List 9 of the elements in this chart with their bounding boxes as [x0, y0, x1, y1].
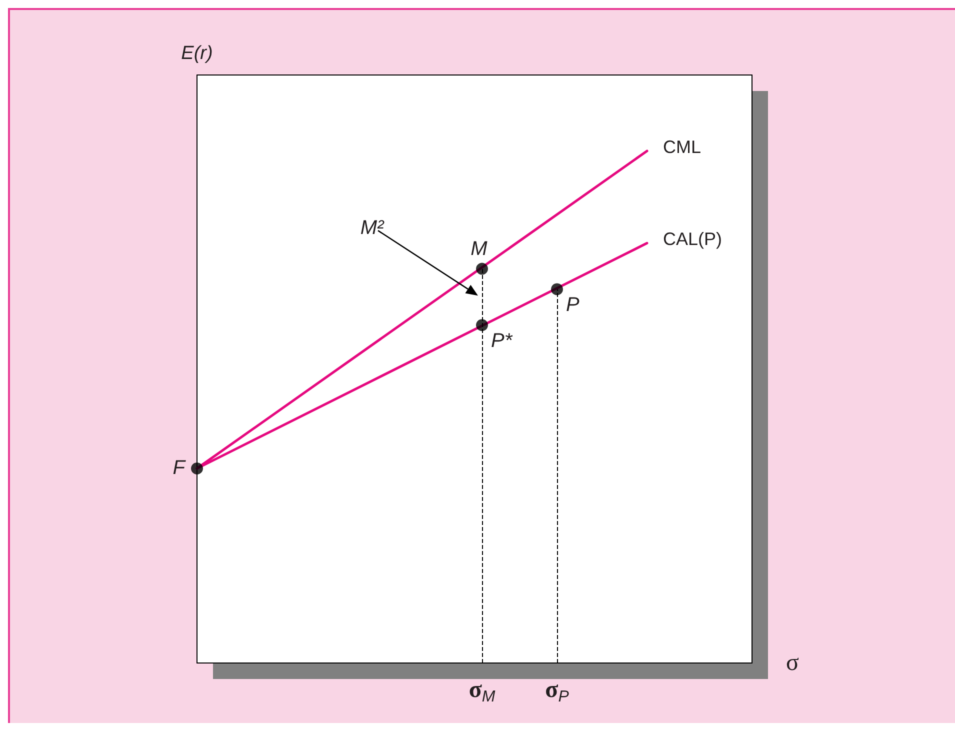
annotation: P: [566, 294, 580, 316]
annotation: P*: [491, 330, 512, 352]
annotation: M²: [360, 216, 384, 239]
series-label: CAL(P): [663, 229, 722, 250]
series-label: CML: [663, 137, 702, 157]
annotation: M: [470, 238, 488, 260]
y-axis-title: E(r): [181, 43, 213, 64]
text: F: [172, 457, 185, 480]
x-axis-title: σ: [786, 650, 799, 676]
